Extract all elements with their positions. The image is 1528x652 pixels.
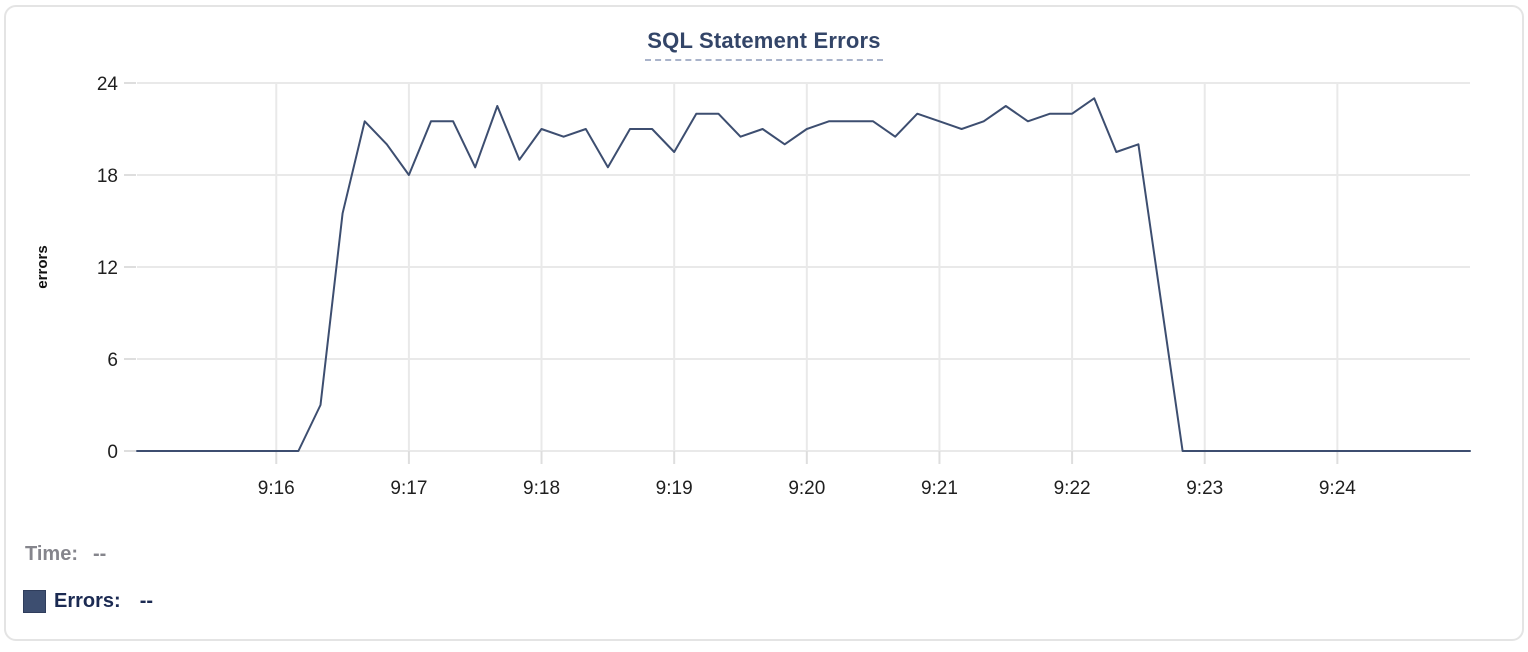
x-tick-label: 9:16 — [258, 478, 295, 499]
x-tick-label: 9:22 — [1054, 478, 1091, 499]
chart-card — [4, 5, 1524, 641]
x-tick-label: 9:19 — [656, 478, 693, 499]
y-tick-label: 6 — [107, 350, 118, 371]
x-tick-label: 9:24 — [1319, 478, 1356, 499]
y-tick-label: 24 — [97, 74, 119, 95]
y-axis-title: errors — [34, 245, 51, 288]
legend-errors-value: -- — [139, 590, 154, 612]
legend-time-value: -- — [92, 543, 107, 565]
chart-title-row: SQL Statement Errors — [0, 28, 1528, 61]
legend-time-row: Time: -- — [25, 543, 106, 566]
legend-time-label: Time: — [25, 543, 78, 565]
y-tick-label: 12 — [97, 258, 118, 279]
legend-errors-row[interactable]: Errors: -- — [23, 590, 153, 613]
y-tick-label: 18 — [97, 166, 118, 187]
errors-series-swatch — [23, 590, 46, 613]
x-tick-label: 9:18 — [523, 478, 560, 499]
x-tick-label: 9:20 — [788, 478, 825, 499]
errors-line-chart[interactable]: 0 6 12 18 24 9:16 9:17 9:18 9:19 9:20 9:21 9:22 9:23… — [0, 0, 1528, 520]
chart-title[interactable]: SQL Statement Errors — [645, 28, 883, 61]
x-tick-label: 9:17 — [390, 478, 427, 499]
legend-errors-label: Errors: — [54, 590, 121, 612]
y-tick-label: 0 — [107, 442, 118, 463]
x-tick-label: 9:23 — [1186, 478, 1223, 499]
x-tick-label: 9:21 — [921, 478, 958, 499]
errors-series-line — [136, 97, 1471, 452]
